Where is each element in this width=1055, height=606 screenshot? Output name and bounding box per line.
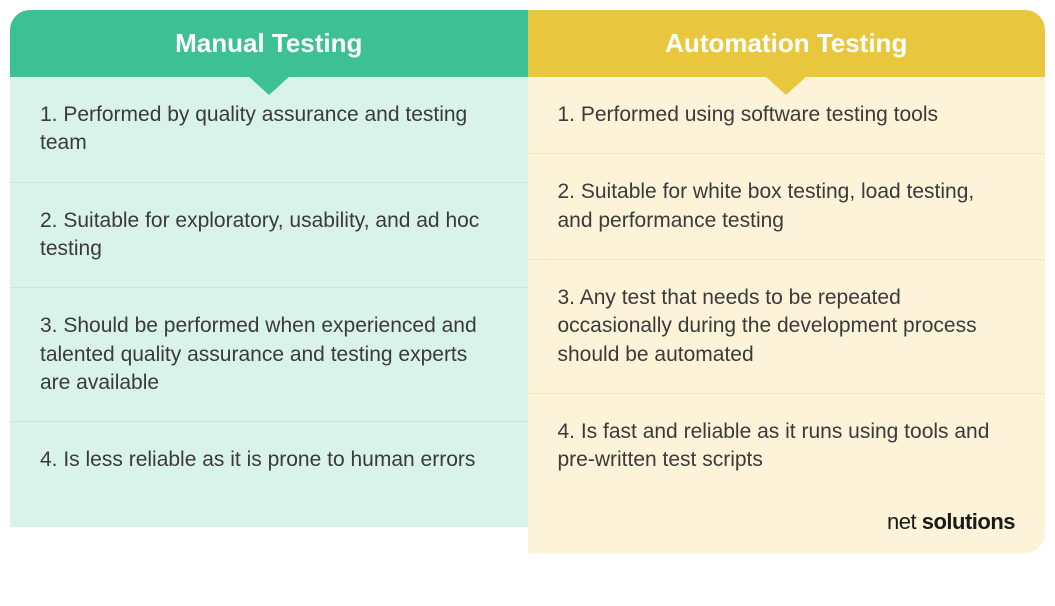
automation-body: 1. Performed using software testing tool… (528, 77, 1046, 499)
manual-testing-column: Manual Testing 1. Performed by quality a… (10, 10, 528, 553)
logo-part1: net (887, 509, 916, 534)
automation-header: Automation Testing (528, 10, 1046, 77)
footer-left (10, 499, 528, 527)
manual-header: Manual Testing (10, 10, 528, 77)
comparison-table: Manual Testing 1. Performed by quality a… (10, 10, 1045, 553)
table-row: 4. Is fast and reliable as it runs using… (528, 394, 1046, 499)
logo-part2: solutions (922, 509, 1015, 534)
manual-title: Manual Testing (175, 28, 362, 58)
arrow-down-icon (247, 75, 291, 95)
table-row: 3. Should be performed when experienced … (10, 288, 528, 422)
manual-body: 1. Performed by quality assurance and te… (10, 77, 528, 499)
brand-logo: net solutions (887, 509, 1015, 534)
table-row: 2. Suitable for white box testing, load … (528, 154, 1046, 260)
automation-testing-column: Automation Testing 1. Performed using so… (528, 10, 1046, 553)
table-row: 4. Is less reliable as it is prone to hu… (10, 422, 528, 498)
table-row: 2. Suitable for exploratory, usability, … (10, 183, 528, 289)
automation-title: Automation Testing (665, 28, 907, 58)
footer-right: net solutions (528, 499, 1046, 553)
table-row: 3. Any test that needs to be repeated oc… (528, 260, 1046, 394)
arrow-down-icon (764, 75, 808, 95)
